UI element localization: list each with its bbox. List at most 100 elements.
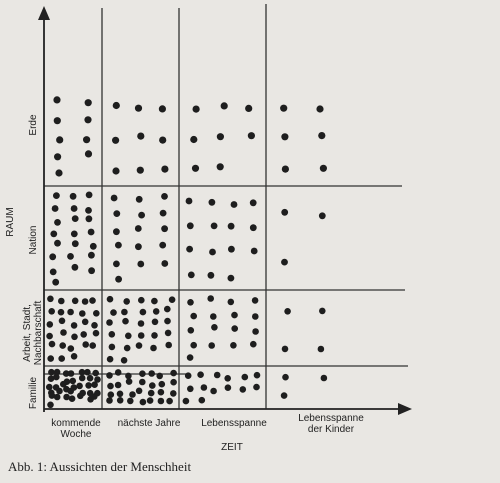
dot — [70, 322, 78, 329]
dot — [213, 371, 221, 379]
dot — [58, 297, 65, 305]
dot — [190, 312, 197, 320]
dot — [67, 308, 74, 316]
dot — [227, 274, 235, 282]
dot — [60, 329, 67, 336]
dot — [48, 340, 56, 348]
dot — [139, 398, 147, 406]
dot — [210, 313, 217, 320]
dot — [281, 165, 289, 173]
y-axis-arrow-icon — [38, 6, 50, 20]
dot — [107, 382, 114, 390]
dot — [152, 308, 160, 315]
dot — [86, 374, 94, 382]
dot — [51, 205, 59, 212]
dot — [53, 117, 61, 125]
dot — [84, 368, 91, 376]
dot — [122, 317, 129, 325]
dot — [123, 298, 130, 305]
dot — [88, 251, 95, 259]
dot — [216, 133, 224, 141]
dot — [85, 215, 93, 223]
dot — [112, 136, 120, 144]
dot — [137, 332, 145, 339]
dot — [116, 397, 124, 404]
dot — [46, 321, 54, 328]
dot — [159, 241, 167, 249]
dot — [138, 296, 145, 304]
dot — [168, 296, 176, 304]
dot — [231, 325, 238, 332]
dot — [281, 133, 289, 141]
dot — [320, 374, 328, 382]
y-category-labels: Erde Nation Arbeit, Stadt,Nachbarschaft Fam… — [22, 114, 44, 409]
dot — [125, 372, 132, 380]
dot — [281, 258, 288, 266]
dot — [150, 344, 157, 352]
dot — [170, 390, 177, 397]
dot — [227, 222, 235, 230]
dot — [151, 297, 158, 305]
dot — [113, 210, 121, 218]
dot — [151, 318, 159, 326]
dot — [134, 104, 143, 112]
dot — [224, 375, 231, 382]
dot — [115, 275, 122, 283]
dot — [49, 253, 57, 261]
dot — [48, 368, 55, 376]
dot — [137, 260, 145, 268]
dot — [84, 150, 93, 158]
dot — [184, 372, 192, 380]
dot — [139, 378, 146, 386]
dot — [82, 341, 89, 348]
dot — [161, 193, 168, 200]
dot — [200, 384, 208, 391]
dot — [68, 395, 76, 403]
dot — [112, 101, 120, 110]
dot — [55, 169, 63, 177]
dot — [147, 389, 155, 397]
dot — [231, 311, 238, 319]
dot — [110, 309, 117, 316]
x-category-label: Lebensspanne — [201, 418, 267, 429]
dot — [192, 105, 200, 113]
dot — [156, 372, 163, 380]
dot — [318, 212, 326, 220]
dot — [319, 307, 326, 315]
dot — [224, 384, 232, 392]
dot — [83, 136, 91, 144]
dot — [211, 324, 218, 331]
dot — [251, 297, 259, 304]
dot — [67, 253, 74, 260]
dot — [170, 378, 177, 386]
dot — [280, 392, 288, 399]
dot — [252, 328, 259, 335]
y-category-label: Nation — [28, 226, 39, 255]
dot — [85, 382, 92, 389]
dot — [182, 397, 190, 405]
dot — [108, 343, 116, 351]
dot — [210, 222, 218, 230]
dot — [216, 163, 224, 171]
dot — [135, 243, 142, 251]
dot — [114, 381, 122, 389]
dot — [106, 355, 114, 363]
dot — [164, 329, 172, 337]
dot — [47, 401, 54, 409]
dot — [135, 342, 143, 349]
dot — [157, 388, 165, 396]
dot — [67, 387, 74, 395]
dot — [71, 333, 78, 341]
dot — [249, 199, 257, 207]
dot — [137, 132, 145, 140]
dot — [159, 209, 167, 217]
dot — [47, 355, 54, 362]
dot — [85, 191, 93, 199]
dot — [149, 382, 156, 389]
dot — [71, 240, 79, 248]
dot — [139, 308, 147, 316]
dot — [89, 297, 96, 304]
dot — [53, 96, 61, 104]
dot — [106, 372, 113, 379]
dot — [53, 192, 60, 200]
